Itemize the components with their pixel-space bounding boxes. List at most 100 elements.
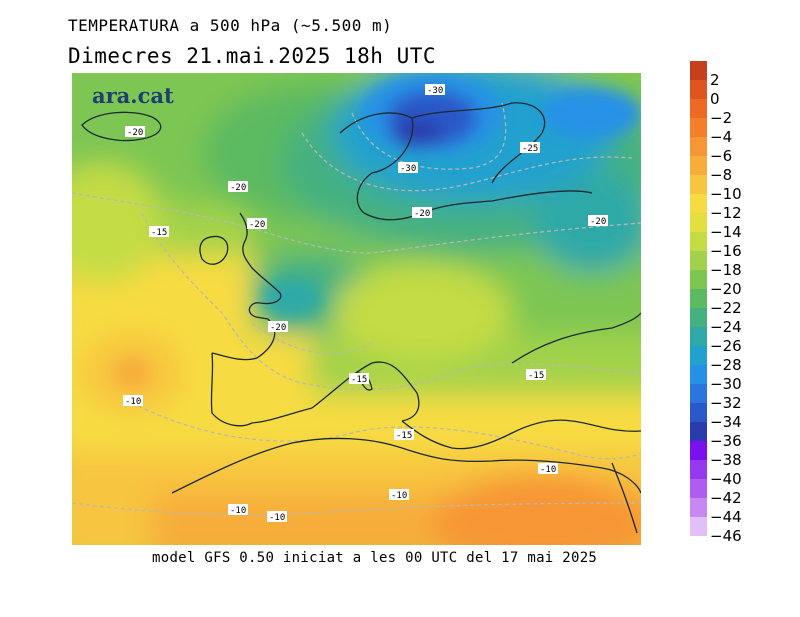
coastlines xyxy=(81,102,641,534)
contour-label: -20 xyxy=(268,321,288,333)
svg-text:-15: -15 xyxy=(351,375,367,385)
scandinavia-outline xyxy=(339,112,414,214)
contour-label: -10 xyxy=(538,463,558,475)
color-scale-swatch xyxy=(690,175,707,194)
ireland-outline xyxy=(199,235,229,265)
color-scale-label: −2 xyxy=(710,109,733,127)
contour-label: -20 xyxy=(588,215,608,227)
color-scale-label: −44 xyxy=(710,508,742,526)
color-scale-swatch xyxy=(690,346,707,365)
color-scale-swatch xyxy=(690,137,707,156)
color-scale-label: −6 xyxy=(710,147,733,165)
svg-text:-10: -10 xyxy=(391,491,407,501)
color-scale-label: −22 xyxy=(710,299,742,317)
color-scale-label: −34 xyxy=(710,413,742,431)
contour-label: -30 xyxy=(425,84,445,96)
svg-text:-10: -10 xyxy=(540,465,556,475)
svg-text:-20: -20 xyxy=(414,209,430,219)
color-scale-label: −28 xyxy=(710,356,742,374)
color-scale-swatch xyxy=(690,213,707,232)
color-scale-swatch xyxy=(690,403,707,422)
contour-label: -20 xyxy=(228,181,248,193)
italy-outline xyxy=(311,361,420,422)
color-scale-label: −24 xyxy=(710,318,742,336)
color-scale-label: 2 xyxy=(710,71,720,89)
color-scale-swatch xyxy=(690,479,707,498)
black-sea-coast xyxy=(511,312,641,364)
contour-label: -20 xyxy=(412,207,432,219)
map-canvas: -30 -20 -25 -30 -20 -20 -20 -15 -20 -20 … xyxy=(72,73,641,545)
color-scale-swatch xyxy=(690,498,707,517)
great-britain-outline xyxy=(239,212,282,320)
color-scale-label: −18 xyxy=(710,261,742,279)
svg-text:-20: -20 xyxy=(230,183,246,193)
contour-labels: -30 -20 -25 -30 -20 -20 -20 -15 -20 -20 … xyxy=(123,84,608,523)
temperature-color-scale: 2 0 −2 −4 −6 −8 −10 −12 −14 −16 −18 −20 −22 −24 −26 −28… xyxy=(690,61,760,561)
color-scale-label: −42 xyxy=(710,489,742,507)
color-scale-label: −36 xyxy=(710,432,742,450)
contour-label: -20 xyxy=(125,126,145,138)
svg-text:-25: -25 xyxy=(522,144,538,154)
contour-label: -10 xyxy=(389,489,409,501)
svg-text:-20: -20 xyxy=(270,323,286,333)
color-scale-label: −14 xyxy=(710,223,742,241)
color-scale-swatch xyxy=(690,80,707,99)
color-scale-swatch xyxy=(690,270,707,289)
svg-text:-20: -20 xyxy=(590,217,606,227)
svg-text:-10: -10 xyxy=(269,513,285,523)
iceland-outline xyxy=(81,111,162,142)
color-scale-swatch xyxy=(690,422,707,441)
svg-text:-30: -30 xyxy=(427,86,443,96)
svg-text:-30: -30 xyxy=(400,164,416,174)
svg-text:-10: -10 xyxy=(125,397,141,407)
color-scale-swatch xyxy=(690,232,707,251)
contour-label: -15 xyxy=(394,429,414,441)
svg-text:-20: -20 xyxy=(127,128,143,138)
contour-label: -10 xyxy=(123,395,143,407)
color-scale-swatch xyxy=(690,61,707,80)
contour-label: -15 xyxy=(526,369,546,381)
color-scale-label: 0 xyxy=(710,90,720,108)
color-scale-label: −10 xyxy=(710,185,742,203)
color-scale-label: −46 xyxy=(710,527,742,545)
red-sea-coast xyxy=(611,462,638,534)
color-scale-swatch xyxy=(690,460,707,479)
map-date-subtitle: Dimecres 21.mai.2025 18h UTC xyxy=(68,44,437,68)
finland-outline xyxy=(411,102,546,184)
contour-label: -30 xyxy=(398,162,418,174)
color-scale-swatch xyxy=(690,118,707,137)
temperature-map: -30 -20 -25 -30 -20 -20 -20 -15 -20 -20 … xyxy=(72,73,641,545)
svg-text:-10: -10 xyxy=(230,506,246,516)
color-scale-swatch xyxy=(690,99,707,118)
contour-label: -10 xyxy=(228,504,248,516)
color-scale-label: −16 xyxy=(710,242,742,260)
color-scale-swatch xyxy=(690,441,707,460)
map-title: TEMPERATURA a 500 hPa (~5.500 m) xyxy=(68,16,393,35)
color-scale-label: −40 xyxy=(710,470,742,488)
contour-label: -15 xyxy=(149,226,169,238)
color-scale-label: −20 xyxy=(710,280,742,298)
contour-label: -10 xyxy=(267,511,287,523)
north-africa-coast xyxy=(171,437,641,494)
color-scale-label: −12 xyxy=(710,204,742,222)
color-scale-label: −8 xyxy=(710,166,733,184)
color-scale-label: −26 xyxy=(710,337,742,355)
color-scale-label: −4 xyxy=(710,128,733,146)
model-run-footer: model GFS 0.50 iniciat a les 00 UTC del … xyxy=(152,550,598,566)
svg-text:-15: -15 xyxy=(151,228,167,238)
svg-text:-15: -15 xyxy=(396,431,412,441)
ara-cat-logo: ara.cat xyxy=(92,83,174,108)
color-scale-label: −38 xyxy=(710,451,742,469)
color-scale-swatch xyxy=(690,194,707,213)
contour-label: -15 xyxy=(349,373,369,385)
color-scale-swatch xyxy=(690,251,707,270)
contour-label: -25 xyxy=(520,142,540,154)
color-scale-swatch xyxy=(690,308,707,327)
svg-text:-15: -15 xyxy=(528,371,544,381)
contour-label: -20 xyxy=(247,218,267,230)
color-scale-label: −32 xyxy=(710,394,742,412)
color-scale-swatch xyxy=(690,156,707,175)
isotherm-lines xyxy=(72,102,641,516)
color-scale-swatch xyxy=(690,289,707,308)
color-scale-label: −30 xyxy=(710,375,742,393)
